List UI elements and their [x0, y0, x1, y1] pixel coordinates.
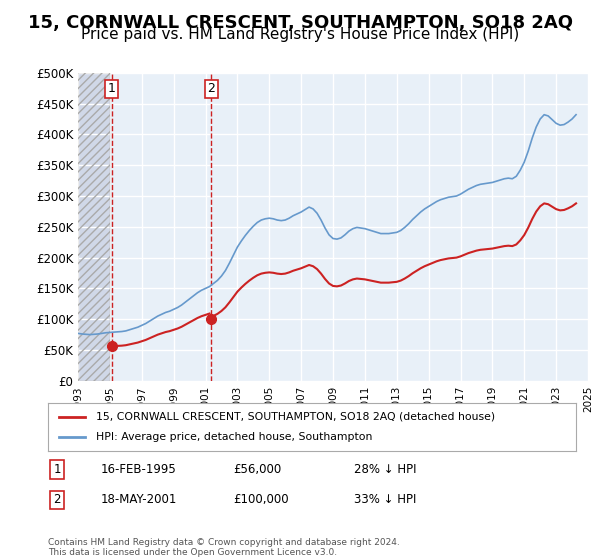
Text: 1: 1 [53, 463, 61, 476]
Bar [78, 73, 110, 381]
Text: HPI: Average price, detached house, Southampton: HPI: Average price, detached house, Sout… [95, 432, 372, 442]
Text: £56,000: £56,000 [233, 463, 281, 476]
Text: 1: 1 [108, 82, 116, 95]
Text: 28% ↓ HPI: 28% ↓ HPI [354, 463, 417, 476]
Text: 18-MAY-2001: 18-MAY-2001 [101, 493, 177, 506]
Text: Contains HM Land Registry data © Crown copyright and database right 2024.
This d: Contains HM Land Registry data © Crown c… [48, 538, 400, 557]
Text: 2: 2 [53, 493, 61, 506]
Text: 33% ↓ HPI: 33% ↓ HPI [354, 493, 416, 506]
Text: Price paid vs. HM Land Registry's House Price Index (HPI): Price paid vs. HM Land Registry's House … [81, 27, 519, 42]
Bar [78, 73, 110, 381]
Text: £100,000: £100,000 [233, 493, 289, 506]
Text: 2: 2 [208, 82, 215, 95]
Text: 15, CORNWALL CRESCENT, SOUTHAMPTON, SO18 2AQ (detached house): 15, CORNWALL CRESCENT, SOUTHAMPTON, SO18… [95, 412, 494, 422]
Text: 16-FEB-1995: 16-FEB-1995 [101, 463, 176, 476]
Text: 15, CORNWALL CRESCENT, SOUTHAMPTON, SO18 2AQ: 15, CORNWALL CRESCENT, SOUTHAMPTON, SO18… [28, 14, 572, 32]
